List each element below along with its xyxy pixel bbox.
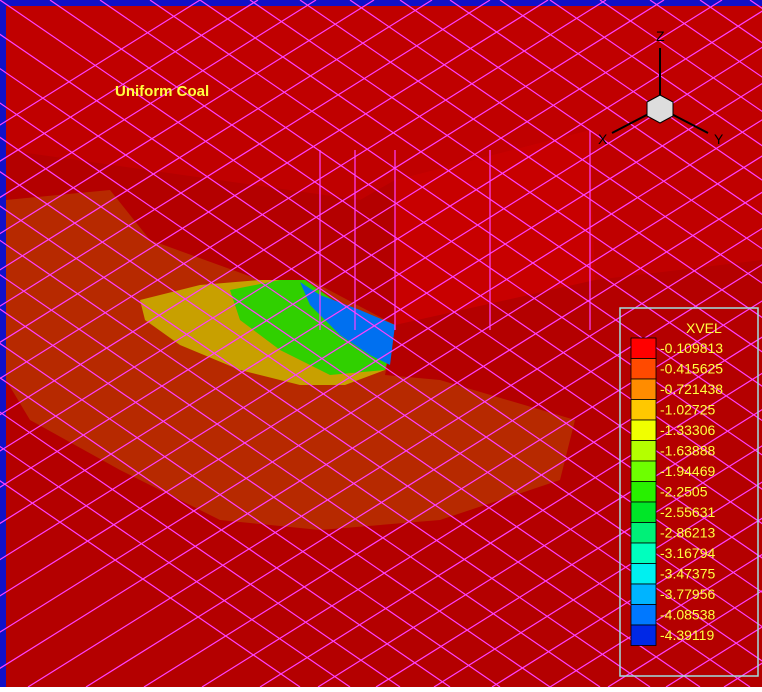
mesh-line: [201, 336, 762, 688]
legend-swatch: [630, 522, 657, 544]
legend-label: -3.77956: [660, 586, 715, 602]
x-label: X: [598, 131, 608, 147]
mesh-line: [0, 0, 375, 235]
mesh-line: [249, 0, 762, 353]
mesh-line: [0, 0, 317, 199]
legend-label: -0.415625: [660, 361, 723, 377]
legend: XVEL -0.109813 -0.415625 -0.721438 -1.02725…: [619, 307, 759, 677]
mesh-line: [0, 308, 551, 688]
mesh-line: [0, 239, 651, 688]
legend-label: -1.02725: [660, 402, 715, 418]
legend-swatch: [630, 583, 657, 605]
legend-swatch: [630, 460, 657, 482]
mesh-line: [0, 171, 751, 688]
legend-label: -2.2505: [660, 484, 708, 500]
mesh-line: [259, 372, 762, 688]
mesh-line: [0, 0, 549, 343]
y-label: Y: [714, 131, 724, 147]
mesh-line: [0, 205, 701, 688]
axis-triad: Z X Y: [598, 28, 724, 147]
contour-blue: [300, 282, 395, 365]
legend-swatch: [630, 542, 657, 564]
mesh-line: [49, 0, 762, 490]
legend-label: -2.86213: [660, 525, 715, 541]
legend-swatch: [630, 624, 657, 646]
mesh-line: [0, 0, 491, 307]
mesh-line: [433, 481, 762, 688]
mesh-line: [0, 0, 723, 452]
legend-title: XVEL: [686, 320, 722, 336]
mesh-line: [0, 411, 401, 688]
plot-title: Uniform Coal: [115, 83, 209, 100]
mesh-line: [0, 480, 301, 688]
mesh-line: [0, 342, 501, 688]
legend-label: -4.39119: [660, 627, 714, 643]
mesh-line: [0, 0, 259, 162]
legend-label: -1.33306: [660, 422, 715, 438]
mesh-line: [0, 445, 351, 688]
legend-label: -0.721438: [660, 381, 723, 397]
mesh-line: [449, 0, 762, 216]
mesh-line: [0, 0, 433, 271]
legend-swatch: [630, 399, 657, 421]
legend-label: -1.94469: [660, 463, 715, 479]
legend-swatch: [630, 501, 657, 523]
mesh-line: [0, 274, 601, 688]
z-label: Z: [656, 28, 665, 44]
mesh-line: [0, 0, 665, 416]
legend-swatch: [630, 440, 657, 462]
legend-label: -0.109813: [660, 340, 723, 356]
legend-label: -3.16794: [660, 545, 715, 561]
legend-swatch: [630, 337, 657, 359]
legend-swatch: [630, 358, 657, 380]
mesh-line: [99, 0, 762, 456]
legend-label: -2.55631: [660, 504, 715, 520]
mesh-line: [299, 0, 762, 319]
legend-swatch: [630, 604, 657, 626]
block-face: [395, 130, 595, 325]
legend-box: [619, 307, 759, 677]
mesh-line: [0, 377, 451, 688]
mesh-line: [549, 0, 762, 147]
mesh-line: [375, 445, 762, 688]
mesh-line: [491, 517, 762, 688]
legend-label: -3.47375: [660, 566, 715, 582]
mesh-line: [199, 0, 762, 387]
mesh-line: [0, 0, 607, 380]
mesh-line: [27, 227, 762, 688]
legend-swatch: [630, 419, 657, 441]
legend-swatch: [630, 481, 657, 503]
triad-cube: [646, 94, 674, 124]
legend-label: -1.63888: [660, 443, 715, 459]
block-top: [6, 6, 762, 280]
legend-label: -4.08538: [660, 607, 715, 623]
mesh-line: [349, 0, 762, 284]
mesh-line: [143, 300, 762, 688]
legend-swatch: [630, 378, 657, 400]
legend-swatch: [630, 563, 657, 585]
mesh-line: [317, 408, 762, 688]
mesh-line: [399, 0, 762, 250]
